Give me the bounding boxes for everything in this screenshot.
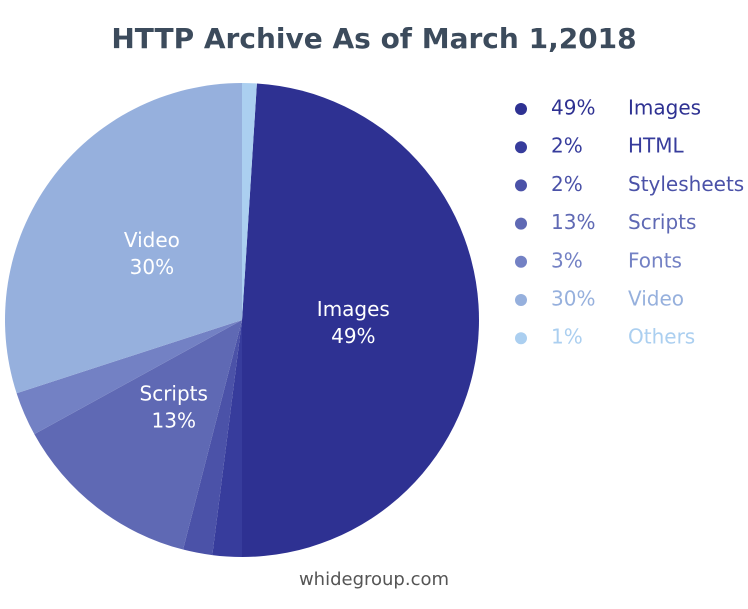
- legend-value: 13%: [551, 210, 595, 234]
- legend-label: Video: [628, 287, 684, 311]
- legend-value: 3%: [551, 248, 583, 272]
- slice-label: Images: [317, 297, 390, 321]
- legend-marker: [515, 217, 527, 230]
- legend-label: HTML: [628, 134, 685, 158]
- legend-label: Fonts: [628, 248, 682, 272]
- chart-title: HTTP Archive As of March 1,2018: [111, 22, 636, 55]
- legend-label: Images: [628, 96, 701, 120]
- slice-value-label: 30%: [130, 255, 174, 279]
- pie-slice: [242, 83, 479, 558]
- legend-marker: [515, 332, 527, 345]
- source: whidegroup.com: [299, 569, 449, 590]
- legend-label: Scripts: [628, 210, 696, 234]
- legend-value: 1%: [551, 325, 583, 349]
- legend-value: 49%: [551, 96, 595, 120]
- legend-label: Others: [628, 325, 695, 349]
- slice-label: Video: [124, 228, 180, 252]
- pie-slice: [242, 83, 257, 320]
- legend-value: 2%: [551, 134, 583, 158]
- slice-label: Scripts: [140, 382, 208, 406]
- pie-slice: [34, 320, 243, 550]
- legend-value: 30%: [551, 287, 595, 311]
- slice-value-label: 13%: [152, 409, 196, 433]
- pie-slice: [16, 320, 242, 435]
- legend-marker: [515, 179, 527, 192]
- legend-marker: [515, 255, 527, 268]
- legend-marker: [515, 103, 527, 115]
- legend-marker: [515, 294, 527, 306]
- legend-label: Stylesheets: [628, 172, 744, 196]
- legend-marker: [515, 141, 527, 154]
- pie-slice: [212, 320, 242, 557]
- pie-slice: [183, 320, 242, 556]
- legend-value: 2%: [551, 172, 583, 196]
- pie-slice: [4, 83, 242, 394]
- slice-value-label: 49%: [331, 324, 375, 348]
